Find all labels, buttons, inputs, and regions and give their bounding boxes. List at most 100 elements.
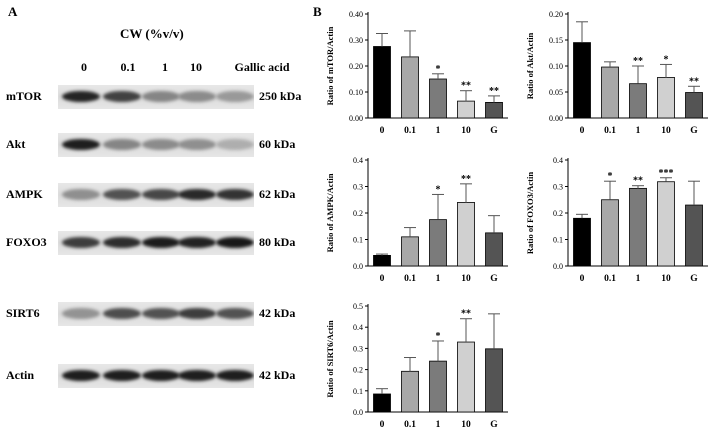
protein-band [103, 189, 141, 200]
protein-band [103, 91, 141, 102]
x-tick-label: 0.1 [404, 274, 416, 284]
significance-marker: * [436, 64, 441, 75]
bar-chart: Ratio of AMPK/Actin 0.0 0.1 0.2 0.3 0.4 0 0.1 * 1… [325, 156, 508, 284]
y-tick-label: 0.1 [553, 236, 563, 245]
y-tick-label: 0.10 [349, 88, 363, 97]
significance-marker: ** [489, 86, 499, 97]
blot-strip [58, 231, 254, 255]
protein-band [216, 308, 254, 319]
protein-band [142, 370, 180, 381]
y-tick-label: 0.10 [549, 62, 563, 71]
y-tick-label: 0.20 [549, 10, 563, 19]
y-tick-label: 0.2 [353, 366, 363, 375]
bar [629, 83, 647, 119]
protein-label: Akt [6, 137, 26, 151]
significance-marker: * [436, 184, 441, 195]
y-tick-label: 0.30 [349, 36, 363, 45]
blot-strip [58, 85, 254, 109]
y-axis-title: Ratio of SIRT6/Actin [325, 320, 335, 397]
y-tick-label: 0.15 [549, 36, 563, 45]
significance-marker: * [608, 171, 613, 182]
protein-band [178, 370, 216, 381]
significance-marker: *** [659, 168, 674, 179]
protein-band [142, 189, 180, 200]
bar [485, 348, 503, 413]
y-tick-label: 0.05 [549, 88, 563, 97]
protein-band [62, 139, 100, 150]
protein-band [216, 189, 254, 200]
bar-chart: Ratio of FOXO3/Actin 0.0 0.1 0.2 0.3 0.4 0 * 0.1… [525, 156, 708, 284]
molecular-weight-label: 42 kDa [259, 306, 296, 320]
y-tick-label: 0.00 [349, 114, 363, 123]
y-axis-title: Ratio of mTOR/Actin [325, 26, 335, 105]
lane-label: Gallic acid [234, 60, 290, 74]
protein-band [62, 237, 100, 248]
y-tick-label: 0.0 [553, 262, 563, 271]
x-tick-label: 1 [436, 420, 441, 430]
bar [457, 100, 475, 119]
protein-band [142, 139, 180, 150]
protein-band [62, 189, 100, 200]
treatment-header: CW (%v/v) [120, 26, 184, 41]
y-tick-label: 0.20 [349, 62, 363, 71]
x-tick-label: 10 [461, 420, 471, 430]
protein-label: FOXO3 [6, 235, 47, 249]
protein-band [103, 237, 141, 248]
bar [485, 232, 503, 267]
protein-label: SIRT6 [6, 306, 40, 320]
x-tick-label: 0.1 [604, 274, 616, 284]
molecular-weight-label: 80 kDa [259, 235, 296, 249]
x-tick-label: 10 [661, 126, 671, 136]
protein-band [142, 91, 180, 102]
significance-marker: ** [689, 76, 699, 87]
bar [601, 199, 619, 267]
x-tick-label: 0 [380, 126, 385, 136]
x-tick-label: G [490, 274, 498, 284]
bar [401, 236, 419, 267]
molecular-weight-label: 42 kDa [259, 368, 296, 382]
bar [685, 204, 703, 267]
bar [373, 255, 391, 267]
molecular-weight-label: 62 kDa [259, 187, 296, 201]
y-tick-label: 0.3 [553, 183, 563, 192]
bar [629, 187, 647, 267]
x-tick-label: 0 [380, 420, 385, 430]
lane-label: 1 [162, 60, 168, 74]
panel-a-letter: A [8, 4, 18, 19]
bar [601, 66, 619, 119]
y-tick-label: 0.4 [353, 156, 363, 165]
protein-label: mTOR [6, 89, 42, 103]
bar [429, 219, 447, 267]
y-tick-label: 0.0 [353, 408, 363, 417]
protein-band [62, 91, 100, 102]
significance-marker: ** [633, 56, 643, 67]
protein-label: Actin [6, 368, 34, 382]
x-tick-label: G [490, 126, 498, 136]
blot-strip [58, 364, 254, 388]
x-tick-label: 1 [436, 126, 441, 136]
y-tick-label: 0.4 [553, 156, 563, 165]
lane-label: 0.1 [120, 60, 136, 74]
bar [401, 56, 419, 119]
protein-band [178, 189, 216, 200]
protein-band [216, 370, 254, 381]
significance-marker: ** [461, 81, 471, 92]
bar-chart: Ratio of mTOR/Actin0.000.100.200.300.400… [325, 10, 508, 136]
y-tick-label: 0.4 [353, 323, 363, 332]
y-tick-label: 0.2 [553, 209, 563, 218]
y-tick-label: 0.3 [353, 344, 363, 353]
protein-band [216, 91, 254, 102]
bar [657, 77, 675, 119]
y-axis-title: Ratio of AMPK/Actin [325, 173, 335, 252]
x-tick-label: 1 [636, 126, 641, 136]
protein-band [142, 237, 180, 248]
y-tick-label: 0.2 [353, 209, 363, 218]
bar [573, 42, 591, 119]
y-tick-label: 0.3 [353, 183, 363, 192]
significance-marker: ** [461, 309, 471, 320]
x-tick-label: 0.1 [404, 126, 416, 136]
bar [429, 360, 447, 413]
protein-band [178, 237, 216, 248]
protein-band [142, 308, 180, 319]
bar-chart: Ratio of SIRT6/Actin 0.0 0.1 0.2 0.3 0.4 0.5 0 0… [325, 302, 508, 430]
